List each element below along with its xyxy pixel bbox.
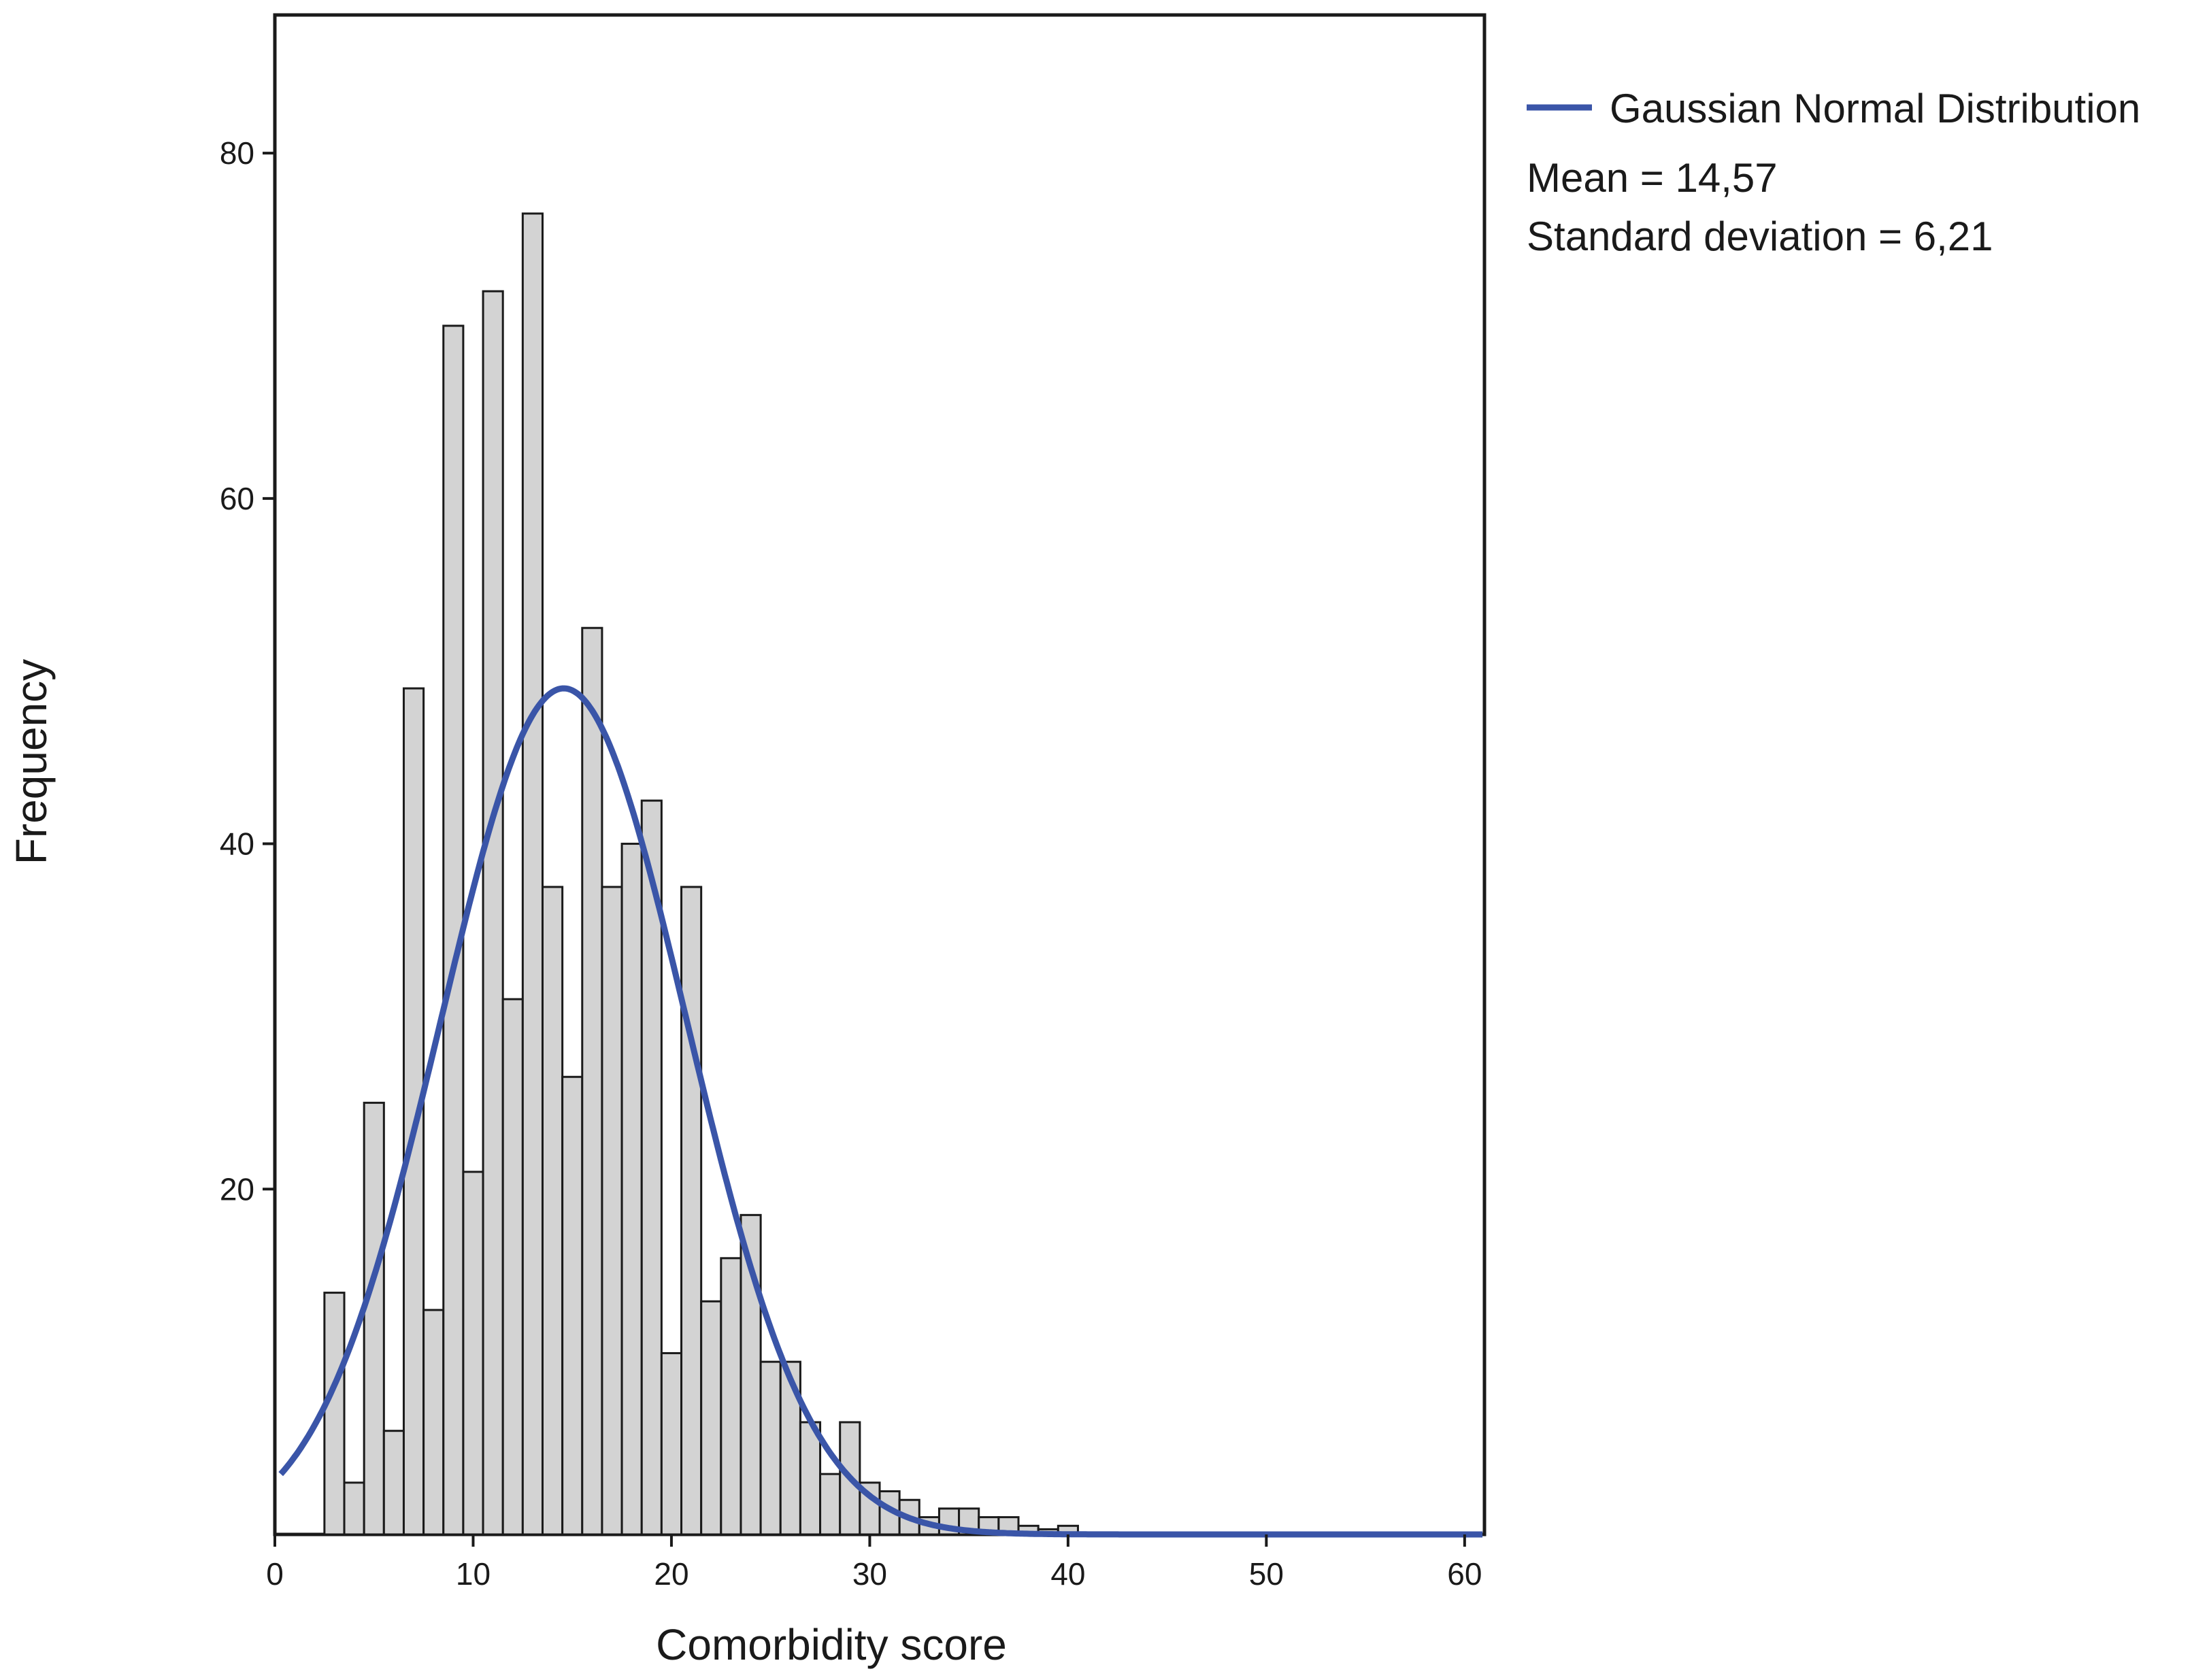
histogram-bar — [601, 886, 623, 1536]
x-tick-label: 50 — [1249, 1556, 1284, 1592]
y-tick-label: 60 — [220, 481, 254, 516]
histogram-bar — [700, 1300, 723, 1536]
histogram-bar — [482, 290, 504, 1536]
histogram-bar — [620, 843, 643, 1536]
histogram-bar — [343, 1481, 365, 1536]
y-axis-ticks: 20 40 60 80 — [220, 135, 275, 1207]
histogram-bar — [323, 1292, 346, 1536]
histogram-bar — [462, 1171, 484, 1536]
y-tick-label: 20 — [220, 1171, 254, 1207]
histogram-bar — [680, 886, 703, 1536]
histogram-bar — [422, 1309, 445, 1536]
x-tick-label: 20 — [654, 1556, 688, 1592]
y-axis-title: Frequency — [7, 659, 56, 864]
y-tick-label: 80 — [220, 135, 254, 171]
histogram-bar — [819, 1473, 842, 1536]
histogram-bar — [561, 1075, 584, 1536]
x-axis-ticks: 0 10 20 30 40 50 60 — [266, 1534, 1482, 1592]
gaussian-curve — [278, 685, 1483, 1538]
histogram-bars — [323, 212, 1079, 1536]
x-tick-label: 0 — [266, 1556, 284, 1592]
x-tick-label: 30 — [852, 1556, 887, 1592]
histogram-bar — [581, 626, 603, 1536]
histogram-bar — [521, 212, 544, 1536]
x-axis-title: Comorbidity score — [656, 1620, 1007, 1669]
legend: Gaussian Normal Distribution Mean = 14,5… — [1527, 86, 2140, 259]
histogram-bar — [541, 886, 564, 1536]
legend-sd-text: Standard deviation = 6,21 — [1527, 214, 1993, 259]
histogram-bar — [640, 799, 663, 1536]
histogram-bar — [759, 1360, 782, 1536]
legend-entry-label: Gaussian Normal Distribution — [1610, 86, 2140, 131]
histogram-bar — [799, 1421, 822, 1536]
histogram-bar — [660, 1351, 683, 1536]
histogram-bar — [878, 1490, 901, 1536]
histogram-bar — [363, 1101, 385, 1536]
histogram-bar — [720, 1257, 742, 1536]
x-tick-label: 10 — [456, 1556, 491, 1592]
x-tick-label: 60 — [1447, 1556, 1482, 1592]
histogram-bar — [382, 1430, 405, 1536]
histogram-bar — [501, 998, 524, 1536]
y-tick-label: 40 — [220, 826, 254, 862]
legend-mean-text: Mean = 14,57 — [1527, 155, 1778, 201]
x-tick-label: 40 — [1050, 1556, 1085, 1592]
